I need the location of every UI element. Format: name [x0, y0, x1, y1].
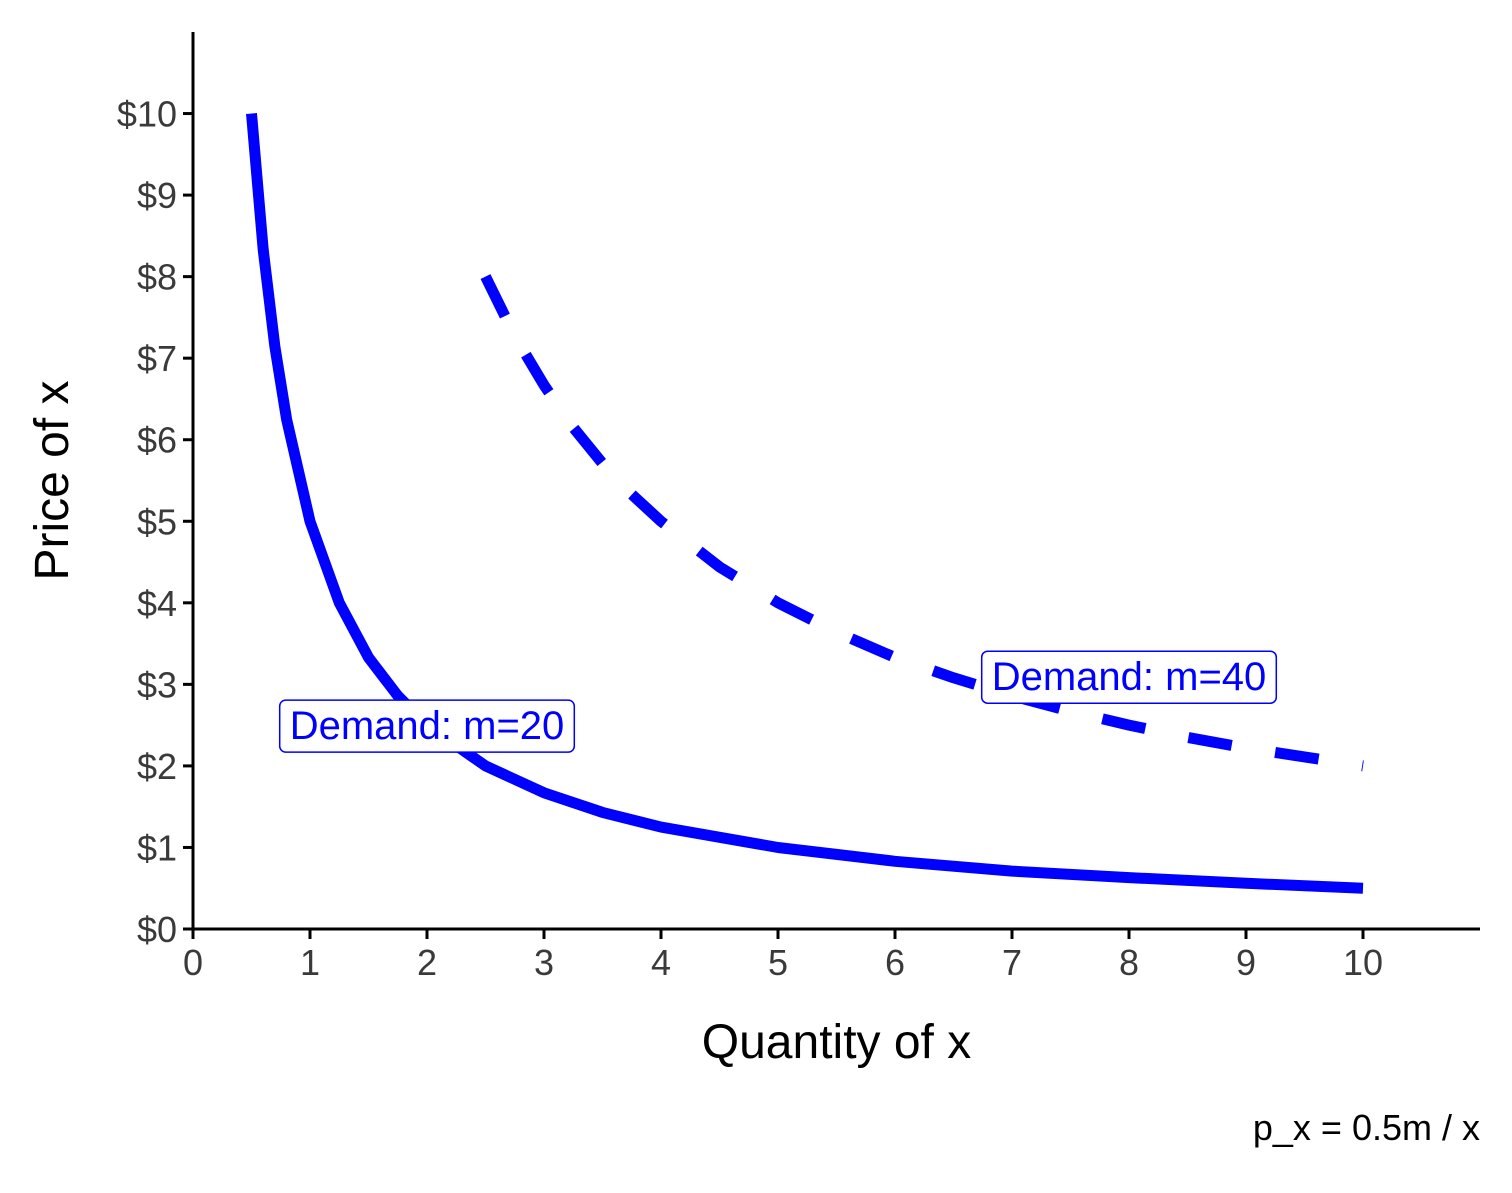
curve-label-1: Demand: m=20 — [278, 699, 576, 753]
x-tick-label: 7 — [1002, 942, 1022, 983]
y-tick-label: $2 — [137, 746, 177, 787]
y-tick-label: $0 — [137, 909, 177, 950]
annotation-layer: Demand: m=20 Demand: m=40 — [278, 650, 1278, 753]
y-tick-label: $10 — [117, 94, 177, 135]
x-tick-label: 4 — [651, 942, 671, 983]
curve-label-box — [278, 699, 576, 753]
x-tick-label: 3 — [534, 942, 554, 983]
curve-label-text: Demand: m=40 — [992, 655, 1267, 699]
x-tick-label: 8 — [1119, 942, 1139, 983]
x-tick-label: 2 — [417, 942, 437, 983]
curve-label-text: Demand: m=20 — [290, 704, 565, 748]
chart-caption: p_x = 0.5m / x — [1253, 1107, 1480, 1148]
x-tick-label: 5 — [768, 942, 788, 983]
x-tick-label: 0 — [183, 942, 203, 983]
x-tick-label: 6 — [885, 942, 905, 983]
y-tick-label: $1 — [137, 827, 177, 868]
series-layer — [246, 113, 1364, 894]
y-tick-label: $7 — [137, 338, 177, 379]
y-tick-label: $4 — [137, 583, 177, 624]
y-tick-label: $3 — [137, 664, 177, 705]
demand-curve-m20 — [246, 113, 1364, 894]
axes: 0 1 2 3 4 5 6 7 8 9 10 $0 $1 $2 $3 $4 $5 $6 $7 $8 $9 $10 — [117, 32, 1480, 983]
curve-label-2: Demand: m=40 — [980, 650, 1278, 704]
y-tick-label: $9 — [137, 175, 177, 216]
x-axis-title: Quantity of x — [702, 1016, 971, 1069]
y-tick-label: $6 — [137, 420, 177, 461]
x-tick-label: 1 — [300, 942, 320, 983]
y-axis-title: Price of x — [26, 380, 79, 580]
y-tick-label: $8 — [137, 257, 177, 298]
x-tick-label: 10 — [1343, 942, 1383, 983]
y-tick-label: $5 — [137, 501, 177, 542]
x-tick-label: 9 — [1236, 942, 1256, 983]
curve-label-box — [980, 650, 1278, 704]
